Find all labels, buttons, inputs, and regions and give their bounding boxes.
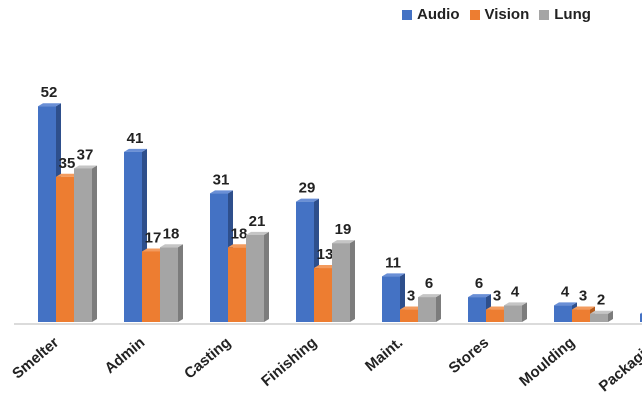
bar-top-lung-stores bbox=[504, 302, 527, 306]
data-label-audio-maint: 11 bbox=[385, 254, 401, 271]
data-label-vision-smelter: 35 bbox=[59, 155, 76, 172]
bar-vision-stores bbox=[486, 309, 504, 322]
bar-vision-maint bbox=[400, 309, 418, 322]
bar-audio-moulding bbox=[554, 305, 572, 322]
legend: Audio Vision Lung bbox=[402, 6, 591, 23]
category-label-stores: Stores bbox=[445, 334, 492, 377]
bar-top-lung-moulding bbox=[590, 310, 613, 314]
data-label-lung-smelter: 37 bbox=[77, 146, 94, 163]
bar-side-lung-smelter bbox=[92, 165, 97, 322]
legend-item-lung: Lung bbox=[539, 6, 591, 23]
bar-top-audio-casting bbox=[210, 190, 233, 194]
bar-lung-finishing bbox=[332, 243, 350, 322]
bar-top-audio-smelter bbox=[38, 103, 61, 107]
data-label-vision-finishing: 13 bbox=[317, 246, 334, 263]
bar-top-lung-smelter bbox=[74, 165, 97, 169]
bar-top-lung-finishing bbox=[332, 240, 355, 244]
bar-top-audio-maint bbox=[382, 273, 405, 277]
bar-lung-admin bbox=[160, 247, 178, 322]
legend-swatch-audio bbox=[402, 9, 412, 20]
legend-item-audio: Audio bbox=[402, 6, 460, 23]
category-label-smelter: Smelter bbox=[9, 334, 62, 382]
legend-swatch-lung bbox=[539, 9, 550, 20]
bar-vision-casting bbox=[228, 247, 246, 322]
bar-audio-maint bbox=[382, 276, 400, 322]
bar-top-vision-admin bbox=[142, 248, 165, 252]
data-label-vision-maint: 3 bbox=[407, 288, 415, 305]
data-label-lung-moulding: 2 bbox=[597, 292, 605, 309]
bar-vision-smelter bbox=[56, 176, 74, 322]
bar-top-audio-finishing bbox=[296, 198, 319, 202]
data-label-lung-casting: 21 bbox=[249, 213, 266, 230]
bar-top-vision-stores bbox=[486, 306, 509, 310]
data-label-audio-finishing: 29 bbox=[299, 180, 316, 197]
bar-side-lung-finishing bbox=[350, 240, 355, 322]
bar-side-lung-maint bbox=[436, 294, 441, 322]
bar-audio-stores bbox=[468, 297, 486, 322]
data-label-lung-stores: 4 bbox=[511, 283, 520, 300]
legend-label-lung: Lung bbox=[554, 6, 591, 23]
bar-side-lung-stores bbox=[522, 302, 527, 322]
bar-lung-smelter bbox=[74, 168, 92, 322]
bar-vision-admin bbox=[142, 251, 160, 322]
category-label-maint: Maint. bbox=[362, 334, 406, 375]
bar-top-lung-maint bbox=[418, 294, 441, 298]
bar-lung-stores bbox=[504, 305, 522, 322]
bar-top-vision-casting bbox=[228, 244, 251, 248]
data-label-audio-stores: 6 bbox=[475, 275, 483, 292]
category-label-casting: Casting bbox=[181, 334, 234, 382]
bar-audio-smelter bbox=[38, 106, 56, 322]
data-label-audio-moulding: 4 bbox=[561, 283, 570, 300]
bar-top-audio-moulding bbox=[554, 302, 577, 306]
bar-audio-admin bbox=[124, 151, 142, 322]
category-label-finishing: Finishing bbox=[258, 334, 320, 390]
data-label-lung-admin: 18 bbox=[163, 225, 180, 242]
bar-audio-finishing bbox=[296, 201, 314, 322]
bar-top-vision-moulding bbox=[572, 306, 595, 310]
data-label-vision-casting: 18 bbox=[231, 225, 248, 242]
category-label-packaging: Packaging bbox=[596, 334, 642, 395]
bar-lung-moulding bbox=[590, 313, 608, 322]
data-label-audio-casting: 31 bbox=[213, 171, 230, 188]
bar-side-lung-moulding bbox=[608, 310, 613, 322]
data-label-vision-moulding: 3 bbox=[579, 288, 587, 305]
data-label-audio-smelter: 52 bbox=[41, 84, 58, 101]
category-label-moulding: Moulding bbox=[516, 334, 578, 390]
bar-top-vision-maint bbox=[400, 306, 423, 310]
legend-label-audio: Audio bbox=[417, 6, 460, 23]
bar-side-lung-admin bbox=[178, 244, 183, 322]
bar-top-vision-smelter bbox=[56, 173, 79, 177]
bar-side-lung-casting bbox=[264, 231, 269, 322]
category-label-admin: Admin bbox=[101, 334, 148, 377]
legend-item-vision: Vision bbox=[469, 6, 530, 23]
legend-swatch-vision bbox=[469, 9, 480, 20]
bar-top-lung-casting bbox=[246, 231, 269, 235]
bar-audio-packaging bbox=[640, 313, 642, 322]
bar-lung-casting bbox=[246, 234, 264, 322]
bar-top-vision-finishing bbox=[314, 265, 337, 269]
bar-vision-moulding bbox=[572, 309, 590, 322]
bar-top-audio-stores bbox=[468, 294, 491, 298]
data-label-lung-maint: 6 bbox=[425, 275, 433, 292]
data-label-audio-admin: 41 bbox=[127, 130, 144, 147]
bar-audio-casting bbox=[210, 193, 228, 322]
bar-vision-finishing bbox=[314, 268, 332, 322]
data-label-vision-admin: 17 bbox=[145, 229, 162, 246]
bar-lung-maint bbox=[418, 297, 436, 322]
bar-top-lung-admin bbox=[160, 244, 183, 248]
legend-label-vision: Vision bbox=[484, 6, 530, 23]
data-label-vision-stores: 3 bbox=[493, 288, 501, 305]
bar-top-audio-admin bbox=[124, 148, 147, 152]
data-label-lung-finishing: 19 bbox=[335, 221, 352, 238]
